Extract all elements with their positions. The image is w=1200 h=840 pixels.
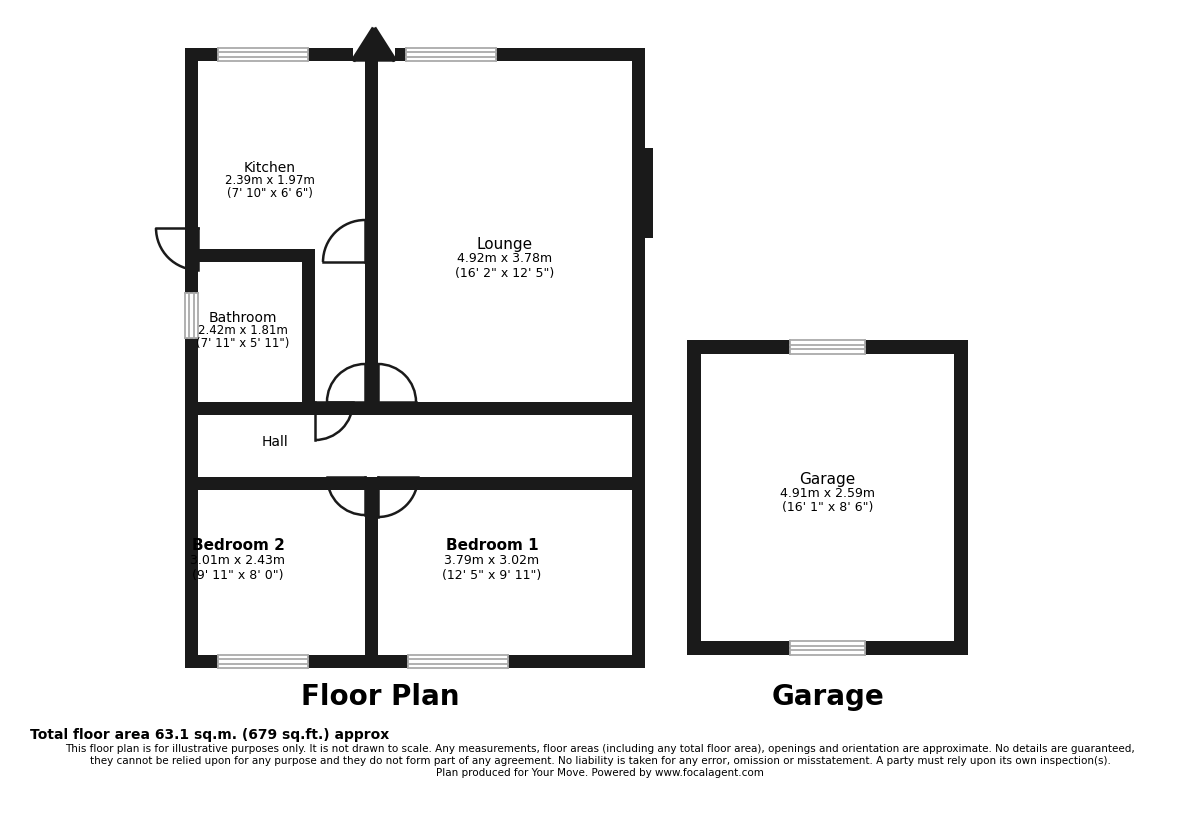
Text: Floor Plan: Floor Plan	[301, 683, 460, 711]
Text: Garage: Garage	[772, 683, 884, 711]
Text: Total floor area 63.1 sq.m. (679 sq.ft.) approx: Total floor area 63.1 sq.m. (679 sq.ft.)…	[30, 728, 389, 742]
Text: (12' 5" x 9' 11"): (12' 5" x 9' 11")	[443, 569, 541, 581]
Bar	[185, 48, 198, 668]
Text: (16' 1" x 8' 6"): (16' 1" x 8' 6")	[782, 501, 874, 514]
Text: Bedroom 1: Bedroom 1	[445, 538, 539, 553]
Bar	[218, 655, 308, 668]
Text: 2.39m x 1.97m: 2.39m x 1.97m	[226, 175, 314, 187]
Bar	[302, 262, 314, 402]
Bar	[406, 48, 496, 61]
Bar	[365, 490, 378, 655]
Text: Bathroom: Bathroom	[209, 311, 277, 325]
Text: 4.91m x 2.59m: 4.91m x 2.59m	[780, 487, 875, 500]
Bar	[198, 249, 314, 262]
Bar	[686, 340, 968, 354]
Bar	[365, 61, 378, 415]
Bar	[686, 641, 968, 655]
Bar	[395, 48, 646, 61]
Text: Hall: Hall	[262, 435, 288, 449]
Text: they cannot be relied upon for any purpose and they do not form part of any agre: they cannot be relied upon for any purpo…	[90, 756, 1110, 766]
Bar	[218, 48, 308, 61]
Bar	[701, 354, 954, 641]
Bar	[408, 655, 508, 668]
Text: Kitchen: Kitchen	[244, 161, 296, 175]
Text: 3.01m x 2.43m: 3.01m x 2.43m	[191, 554, 286, 566]
Text: (7' 11" x 5' 11"): (7' 11" x 5' 11")	[197, 337, 289, 349]
Text: 2.42m x 1.81m: 2.42m x 1.81m	[198, 324, 288, 338]
Polygon shape	[353, 28, 395, 61]
Bar	[632, 48, 646, 668]
Text: (7' 10" x 6' 6"): (7' 10" x 6' 6")	[227, 186, 313, 199]
Bar	[198, 477, 632, 490]
Bar	[790, 641, 865, 655]
Text: Bedroom 2: Bedroom 2	[192, 538, 284, 553]
Bar	[198, 402, 632, 415]
Bar	[632, 148, 653, 238]
Text: This floor plan is for illustrative purposes only. It is not drawn to scale. Any: This floor plan is for illustrative purp…	[65, 744, 1135, 754]
Text: 3.79m x 3.02m: 3.79m x 3.02m	[444, 554, 540, 566]
Bar	[185, 655, 646, 668]
Bar	[790, 340, 865, 354]
Text: 4.92m x 3.78m: 4.92m x 3.78m	[457, 253, 552, 265]
Text: Plan produced for Your Move. Powered by www.focalagent.com: Plan produced for Your Move. Powered by …	[436, 768, 764, 778]
Text: Lounge: Lounge	[476, 238, 533, 253]
Text: Garage: Garage	[799, 472, 856, 487]
Bar	[185, 48, 353, 61]
Text: (16' 2" x 12' 5"): (16' 2" x 12' 5")	[455, 266, 554, 280]
Bar	[686, 340, 701, 655]
Text: (9' 11" x 8' 0"): (9' 11" x 8' 0")	[192, 569, 283, 581]
Bar	[185, 293, 198, 338]
Bar	[954, 340, 968, 655]
